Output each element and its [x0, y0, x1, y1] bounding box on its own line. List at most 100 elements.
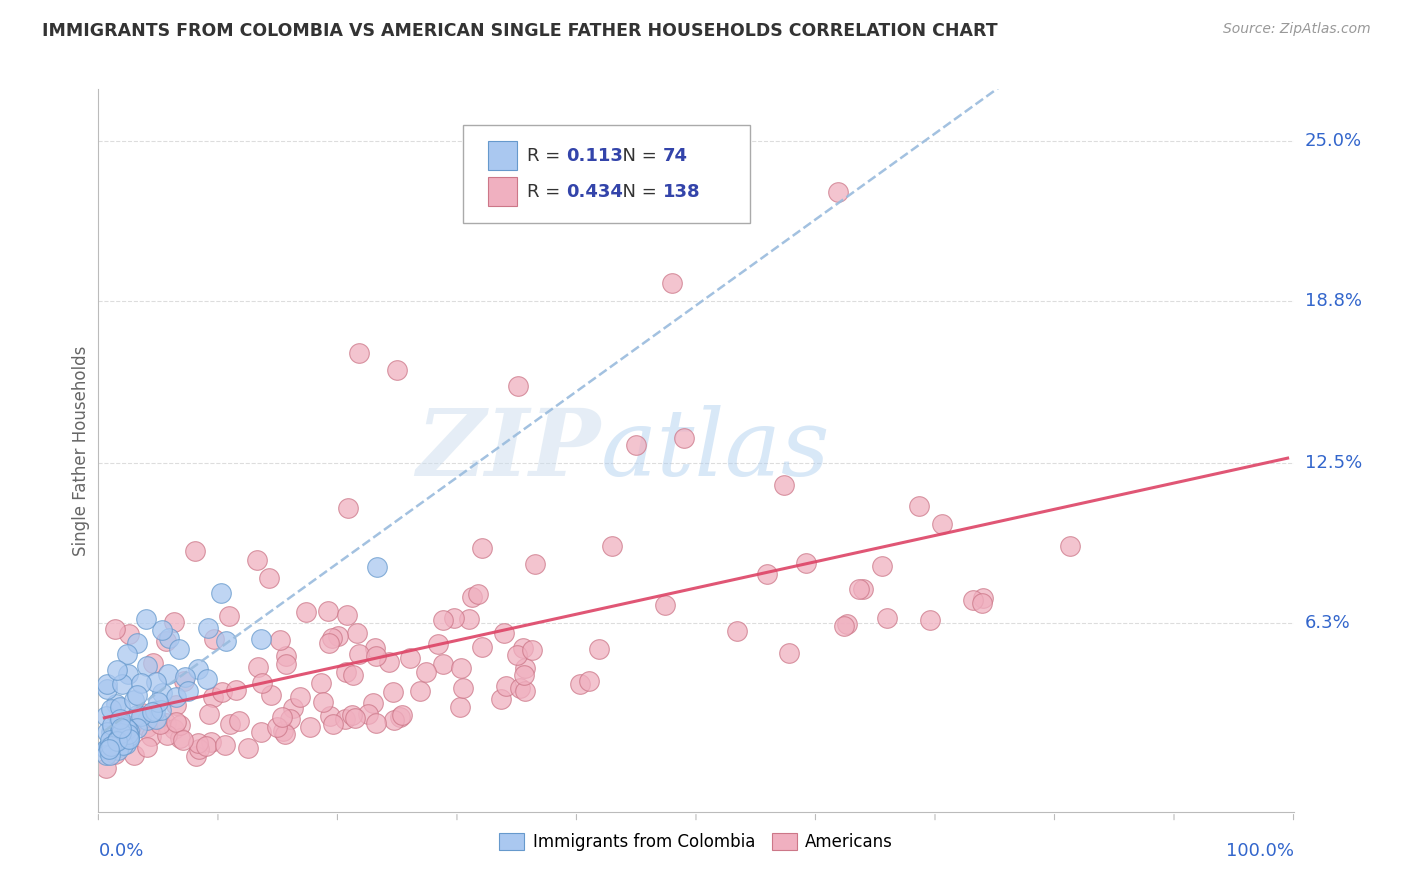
Point	[148, 695, 170, 709]
Text: 74: 74	[662, 146, 688, 165]
Point	[136, 659, 159, 673]
Point	[142, 656, 165, 670]
Point	[118, 729, 141, 743]
Point	[661, 276, 683, 290]
Point	[219, 716, 242, 731]
FancyBboxPatch shape	[488, 141, 517, 170]
Point	[125, 707, 148, 722]
Text: 25.0%: 25.0%	[1305, 132, 1362, 150]
Point	[110, 723, 132, 738]
Point	[378, 655, 401, 669]
Point	[495, 679, 517, 693]
Text: atlas: atlas	[600, 406, 830, 495]
Point	[105, 733, 128, 747]
Point	[364, 715, 387, 730]
Point	[246, 553, 269, 567]
Point	[98, 747, 121, 762]
Point	[218, 608, 240, 623]
Point	[120, 719, 142, 733]
Point	[125, 636, 148, 650]
Point	[450, 661, 472, 675]
Point	[96, 681, 118, 696]
Point	[107, 714, 129, 728]
Point	[512, 668, 534, 682]
Point	[228, 714, 250, 728]
Point	[349, 346, 371, 360]
Point	[384, 713, 406, 727]
Point	[110, 712, 132, 726]
Point	[200, 735, 222, 749]
Point	[107, 733, 129, 747]
Text: R =: R =	[527, 183, 567, 201]
Point	[755, 567, 778, 582]
Point	[471, 541, 494, 555]
Point	[129, 709, 152, 723]
Point	[249, 632, 271, 646]
Point	[104, 697, 127, 711]
Point	[515, 661, 537, 675]
Point	[520, 643, 543, 657]
Point	[174, 670, 197, 684]
Point	[366, 648, 388, 663]
Point	[94, 742, 117, 756]
Text: 100.0%: 100.0%	[1226, 842, 1294, 860]
Point	[118, 626, 141, 640]
Point	[98, 740, 121, 755]
Point	[385, 363, 408, 377]
Point	[129, 676, 152, 690]
Text: N =: N =	[612, 146, 662, 165]
Text: 0.0%: 0.0%	[98, 842, 143, 860]
Point	[105, 734, 128, 748]
Point	[333, 712, 356, 726]
Point	[588, 642, 610, 657]
Point	[271, 710, 294, 724]
Text: 0.434: 0.434	[565, 183, 623, 201]
Point	[156, 728, 179, 742]
Point	[443, 610, 465, 624]
Point	[778, 646, 800, 660]
Point	[508, 379, 530, 393]
Point	[773, 478, 796, 492]
Point	[492, 626, 515, 640]
Point	[271, 723, 294, 738]
Point	[101, 721, 124, 735]
Point	[931, 516, 953, 531]
Point	[250, 676, 273, 690]
FancyBboxPatch shape	[463, 126, 749, 223]
Point	[186, 748, 208, 763]
Point	[105, 663, 128, 677]
Point	[870, 558, 893, 573]
FancyBboxPatch shape	[488, 178, 517, 206]
Point	[357, 707, 380, 722]
Point	[962, 592, 984, 607]
Point	[177, 684, 200, 698]
Point	[568, 677, 591, 691]
Point	[432, 613, 454, 627]
Point	[135, 612, 157, 626]
Point	[169, 731, 191, 745]
Point	[335, 665, 357, 679]
Point	[515, 684, 537, 698]
Point	[117, 724, 139, 739]
Point	[672, 431, 695, 445]
Point	[122, 748, 145, 763]
Point	[336, 501, 359, 516]
Point	[156, 667, 179, 681]
Point	[848, 582, 870, 596]
Point	[197, 621, 219, 635]
Point	[276, 648, 298, 663]
Point	[398, 651, 420, 665]
Text: 138: 138	[662, 183, 700, 201]
Point	[127, 721, 149, 735]
Point	[260, 688, 283, 702]
Text: Source: ZipAtlas.com: Source: ZipAtlas.com	[1223, 22, 1371, 37]
Point	[283, 701, 305, 715]
Point	[165, 690, 187, 704]
Text: IMMIGRANTS FROM COLOMBIA VS AMERICAN SINGLE FATHER HOUSEHOLDS CORRELATION CHART: IMMIGRANTS FROM COLOMBIA VS AMERICAN SIN…	[42, 22, 998, 40]
Point	[96, 676, 118, 690]
Point	[491, 691, 513, 706]
Legend: Immigrants from Colombia, Americans: Immigrants from Colombia, Americans	[492, 826, 900, 857]
Point	[364, 641, 387, 656]
Point	[96, 709, 118, 723]
Point	[107, 742, 129, 756]
